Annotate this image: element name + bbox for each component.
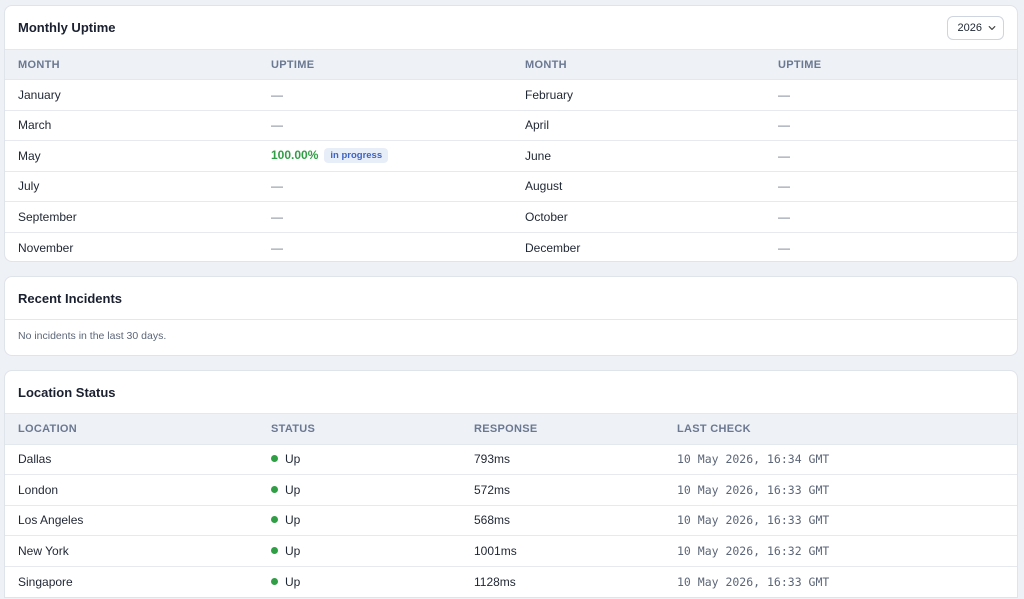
- recent-incidents-card: Recent Incidents No incidents in the las…: [4, 276, 1018, 356]
- uptime-cell: —: [271, 240, 283, 255]
- response-cell: 572ms: [461, 474, 664, 506]
- status-text: Up: [285, 513, 301, 528]
- status-dot-icon: [271, 577, 278, 585]
- last-check-cell: 10 May 2026, 16:33 GMT: [664, 474, 1017, 506]
- month-cell: December: [525, 240, 581, 255]
- uptime-cell: —: [765, 201, 1017, 233]
- uptime-cell: —: [258, 79, 512, 111]
- table-row: March — April —: [5, 110, 1017, 141]
- last-check-cell: 10 May 2026, 16:34 GMT: [664, 444, 1017, 475]
- status-cell: Up: [258, 535, 461, 567]
- status-cell: Up: [258, 505, 461, 536]
- uptime-percentage: 100.00%: [271, 148, 319, 163]
- table-row: November — December —: [5, 232, 1017, 261]
- in-progress-badge: in progress: [324, 148, 389, 164]
- status-cell: Up: [258, 474, 461, 506]
- status-text: Up: [285, 452, 301, 467]
- column-header-location: LOCATION: [5, 414, 258, 445]
- month-cell: February: [512, 79, 765, 111]
- table-header-row: LOCATION STATUS RESPONSE LAST CHECK: [5, 414, 1017, 445]
- status-dot-icon: [271, 455, 278, 463]
- location-cell: New York: [5, 535, 258, 567]
- month-cell: March: [5, 110, 258, 141]
- status-dot-icon: [271, 485, 278, 493]
- location-status-card: Location Status LOCATION STATUS RESPONSE…: [4, 370, 1018, 598]
- location-cell: Los Angeles: [5, 505, 258, 536]
- last-check-cell: 10 May 2026, 16:33 GMT: [664, 505, 1017, 536]
- status-cell: Up: [258, 444, 461, 475]
- response-cell: 1001ms: [461, 535, 664, 567]
- month-cell: January: [5, 79, 258, 111]
- column-header-month: MONTH: [5, 49, 258, 80]
- uptime-cell: —: [258, 110, 512, 141]
- location-status-table: LOCATION STATUS RESPONSE LAST CHECK Dall…: [5, 414, 1017, 597]
- location-cell: London: [5, 474, 258, 506]
- column-header-uptime: UPTIME: [258, 49, 512, 80]
- table-row: January — February —: [5, 79, 1017, 111]
- month-cell: November: [18, 240, 74, 255]
- uptime-cell: 100.00% in progress: [258, 140, 512, 172]
- last-check-cell: 10 May 2026, 16:32 GMT: [664, 535, 1017, 567]
- response-cell: 1128ms: [474, 574, 516, 589]
- month-cell: May: [5, 140, 258, 172]
- chevron-down-icon: [988, 25, 996, 30]
- uptime-cell: —: [765, 79, 1017, 111]
- status-dot-icon: [271, 516, 278, 524]
- uptime-cell: —: [765, 140, 1017, 172]
- status-cell: Up: [258, 566, 461, 597]
- table-row: May 100.00% in progress June —: [5, 140, 1017, 172]
- table-row: London Up 572ms 10 May 2026, 16:33 GMT: [5, 474, 1017, 506]
- monthly-uptime-title: Monthly Uptime: [18, 20, 116, 35]
- monthly-uptime-card: Monthly Uptime 2026 MONTH UPTIME MONTH U…: [4, 5, 1018, 262]
- status-text: Up: [285, 574, 301, 589]
- year-select-value: 2026: [957, 21, 982, 34]
- uptime-cell: —: [778, 240, 790, 255]
- month-cell: June: [512, 140, 765, 172]
- status-text: Up: [285, 543, 301, 558]
- month-cell: October: [512, 201, 765, 233]
- status-dot-icon: [271, 546, 278, 554]
- month-cell: September: [5, 201, 258, 233]
- monthly-uptime-header: Monthly Uptime 2026: [5, 6, 1017, 49]
- column-header-month: MONTH: [512, 49, 765, 80]
- column-header-uptime: UPTIME: [765, 49, 1017, 80]
- table-row: New York Up 1001ms 10 May 2026, 16:32 GM…: [5, 535, 1017, 567]
- location-cell: Dallas: [5, 444, 258, 475]
- monthly-uptime-table: MONTH UPTIME MONTH UPTIME January — Febr…: [5, 49, 1017, 261]
- uptime-cell: —: [258, 201, 512, 233]
- no-incidents-message: No incidents in the last 30 days.: [18, 330, 167, 342]
- table-row: September — October —: [5, 201, 1017, 233]
- uptime-cell: —: [765, 171, 1017, 202]
- uptime-cell: —: [765, 110, 1017, 141]
- table-row: July — August —: [5, 171, 1017, 202]
- location-cell: Singapore: [18, 574, 73, 589]
- year-select[interactable]: 2026: [946, 15, 1004, 40]
- response-cell: 568ms: [461, 505, 664, 536]
- table-row: Singapore Up 1128ms 10 May 2026, 16:33 G…: [5, 566, 1017, 597]
- table-row: Dallas Up 793ms 10 May 2026, 16:34 GMT: [5, 444, 1017, 475]
- status-text: Up: [285, 482, 301, 497]
- column-header-status: STATUS: [258, 414, 461, 445]
- column-header-response: RESPONSE: [461, 414, 664, 445]
- response-cell: 793ms: [461, 444, 664, 475]
- month-cell: August: [512, 171, 765, 202]
- table-row: Los Angeles Up 568ms 10 May 2026, 16:33 …: [5, 505, 1017, 536]
- month-cell: April: [512, 110, 765, 141]
- recent-incidents-header: Recent Incidents: [5, 277, 1017, 320]
- table-header-row: MONTH UPTIME MONTH UPTIME: [5, 49, 1017, 80]
- location-status-header: Location Status: [5, 371, 1017, 414]
- month-cell: July: [5, 171, 258, 202]
- recent-incidents-title: Recent Incidents: [18, 290, 123, 306]
- uptime-cell: —: [258, 171, 512, 202]
- location-status-title: Location Status: [18, 384, 116, 400]
- column-header-last-check: LAST CHECK: [664, 414, 1017, 445]
- last-check-cell: 10 May 2026, 16:33 GMT: [677, 574, 830, 589]
